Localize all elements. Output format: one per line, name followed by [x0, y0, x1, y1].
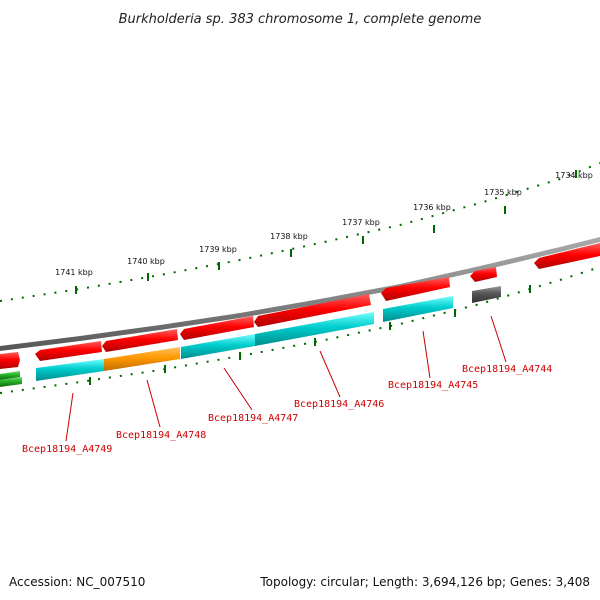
chromosome-backbone	[0, 237, 600, 351]
gene-block-bcep18194-a4748[interactable]	[104, 347, 180, 371]
ruler-label-1740: 1740 kbp	[127, 257, 165, 266]
ruler-label-1737: 1737 kbp	[342, 218, 380, 227]
cds-arrow[interactable]	[102, 329, 178, 352]
gene-block-bcep18194-a4746[interactable]	[255, 312, 374, 346]
green-blocks	[0, 371, 22, 387]
cds-arrow[interactable]	[534, 243, 600, 269]
ruler-labels: 1734 kbp 1735 kbp 1736 kbp 1737 kbp 1738…	[55, 171, 593, 277]
accession-text: Accession: NC_007510	[9, 575, 145, 589]
cds-arrow[interactable]	[381, 277, 450, 301]
ruler-label-1736: 1736 kbp	[413, 203, 451, 212]
gene-block-bcep18194-a4749[interactable]	[36, 359, 104, 381]
cds-arrow[interactable]	[254, 294, 371, 327]
leader-line-bcep18194-a4746	[319, 350, 341, 398]
leader-line-bcep18194-a4748	[146, 379, 161, 428]
gene-block-bcep18194-a4747[interactable]	[181, 334, 255, 359]
ruler-label-1739: 1739 kbp	[199, 245, 237, 254]
gene-block-bcep18194-a4745[interactable]	[383, 296, 453, 322]
outer-ticks	[75, 170, 577, 294]
gene-labels: Bcep18194_A4744 Bcep18194_A4745 Bcep1819…	[22, 364, 552, 455]
ruler-label-1741: 1741 kbp	[55, 268, 93, 277]
leader-lines	[65, 315, 507, 442]
gene-label-bcep18194-a4748[interactable]: Bcep18194_A4748	[116, 430, 206, 441]
inner-ticks	[89, 285, 531, 385]
cds-forward-track	[0, 243, 600, 369]
map-title: Burkholderia sp. 383 chromosome 1, compl…	[119, 12, 482, 27]
cds-arrow[interactable]	[0, 352, 20, 369]
gene-label-bcep18194-a4747[interactable]: Bcep18194_A4747	[208, 413, 298, 424]
gene-label-bcep18194-a4746[interactable]: Bcep18194_A4746	[294, 399, 384, 410]
ruler-label-1735: 1735 kbp	[484, 188, 522, 197]
leader-line-bcep18194-a4745	[422, 330, 431, 379]
cds-arrow[interactable]	[35, 341, 102, 361]
gene-block-bcep18194-a4744[interactable]	[472, 286, 501, 303]
leader-line-bcep18194-a4747	[223, 367, 253, 411]
ruler-label-1734: 1734 kbp	[555, 171, 593, 180]
leader-line-bcep18194-a4744	[490, 315, 507, 363]
gene-label-bcep18194-a4749[interactable]: Bcep18194_A4749	[22, 444, 112, 455]
cds-arrow[interactable]	[180, 316, 254, 340]
genome-summary-text: Topology: circular; Length: 3,694,126 bp…	[259, 575, 590, 589]
green-block[interactable]	[0, 377, 22, 387]
leader-line-bcep18194-a4749	[65, 392, 74, 442]
ruler-label-1738: 1738 kbp	[270, 232, 308, 241]
gene-match-track	[36, 286, 501, 381]
green-block[interactable]	[0, 371, 20, 380]
cds-arrow[interactable]	[470, 267, 497, 282]
gene-label-bcep18194-a4745[interactable]: Bcep18194_A4745	[388, 380, 478, 391]
gene-label-bcep18194-a4744[interactable]: Bcep18194_A4744	[462, 364, 552, 375]
